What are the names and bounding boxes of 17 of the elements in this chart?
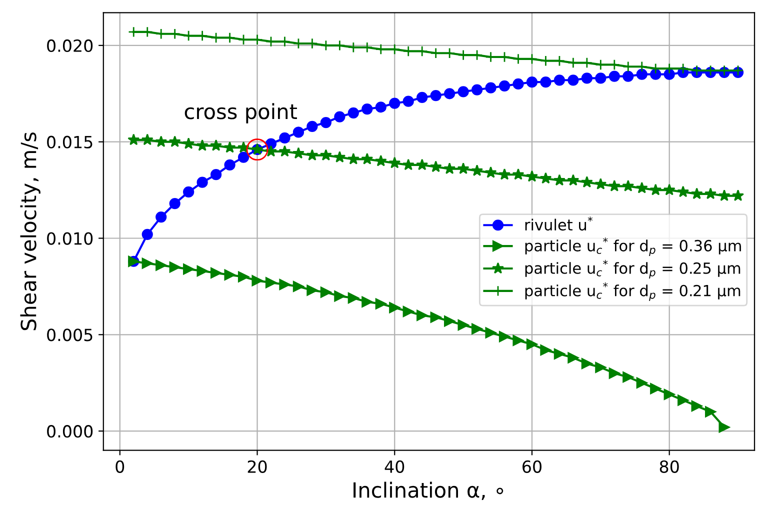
legend-label: particle u$_{c}$$^{*}$ for d$_{p}$ = 0.25 μm — [525, 260, 740, 278]
annotation: cross point — [184, 103, 297, 124]
legend-label: particle u$_{c}$$^{*}$ for d$_{p}$ = 0.21 μm — [525, 282, 740, 301]
y-axis-title: Shear velocity, m/s — [20, 132, 40, 330]
legend-label: particle u$_{c}$$^{*}$ for d$_{p}$ = 0.36 μm — [525, 237, 741, 256]
x-axis-title: Inclination α, ∘ — [354, 482, 504, 500]
y-tick-label: 0.020 — [47, 39, 93, 52]
x-tick-label: 40 — [384, 460, 404, 473]
legend-label: rivulet u$^{*}$ — [525, 216, 593, 231]
y-tick-label: 0.000 — [47, 425, 93, 438]
y-tick-label: 0.010 — [47, 232, 93, 245]
x-tick-label: 80 — [660, 460, 679, 473]
x-tick-label: 20 — [248, 460, 267, 473]
x-tick-label: 0 — [116, 460, 124, 473]
y-tick-label: 0.015 — [47, 136, 92, 148]
x-tick-label: 60 — [522, 460, 542, 473]
y-tick-label: 0.005 — [47, 328, 92, 342]
